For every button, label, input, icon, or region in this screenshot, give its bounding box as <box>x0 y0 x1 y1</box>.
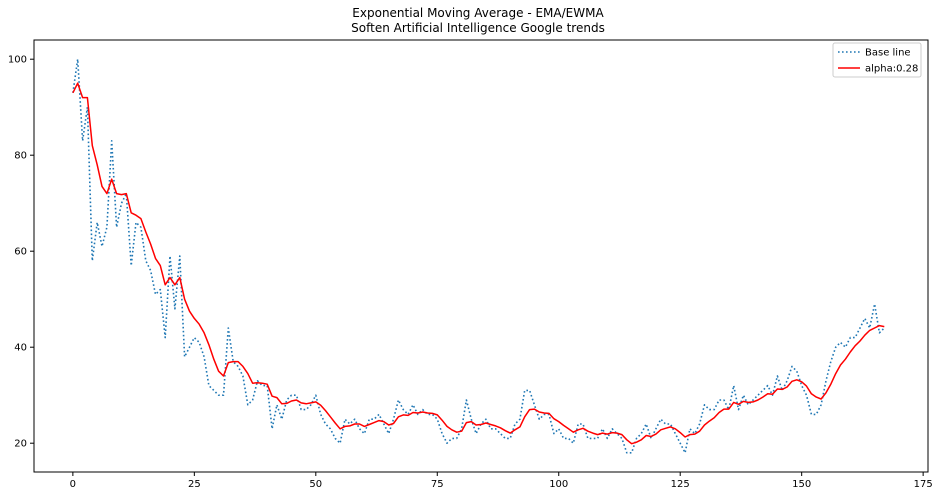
x-tick-label: 25 <box>188 479 201 490</box>
y-tick-label: 40 <box>14 343 27 354</box>
x-tick-label: 75 <box>431 479 444 490</box>
legend: Base line alpha:0.28 <box>832 42 922 78</box>
axis-ticks: 0 25 50 75 100 125 150 175 20 40 60 80 100 <box>8 55 933 490</box>
plot-frame <box>33 39 929 473</box>
x-tick-label: 125 <box>671 479 690 490</box>
y-tick-label: 20 <box>14 439 27 450</box>
ema-alpha-series <box>72 82 885 445</box>
x-tick-label: 50 <box>309 479 322 490</box>
x-tick-label: 0 <box>70 479 76 490</box>
series-layer <box>72 58 885 454</box>
base-line-series <box>72 58 885 454</box>
legend-label-base-line: Base line <box>865 48 911 59</box>
chart-title: Exponential Moving Average - EMA/EWMA <box>352 6 604 20</box>
x-tick-label: 175 <box>914 479 933 490</box>
y-tick-label: 80 <box>14 151 27 162</box>
plot-area <box>34 40 928 472</box>
x-tick-label: 150 <box>792 479 811 490</box>
legend-label-alpha: alpha:0.28 <box>865 64 918 75</box>
chart-subtitle: Soften Artificial Intelligence Google tr… <box>351 21 605 35</box>
y-tick-label: 60 <box>14 247 27 258</box>
y-tick-label: 100 <box>8 55 27 66</box>
x-tick-label: 100 <box>549 479 568 490</box>
